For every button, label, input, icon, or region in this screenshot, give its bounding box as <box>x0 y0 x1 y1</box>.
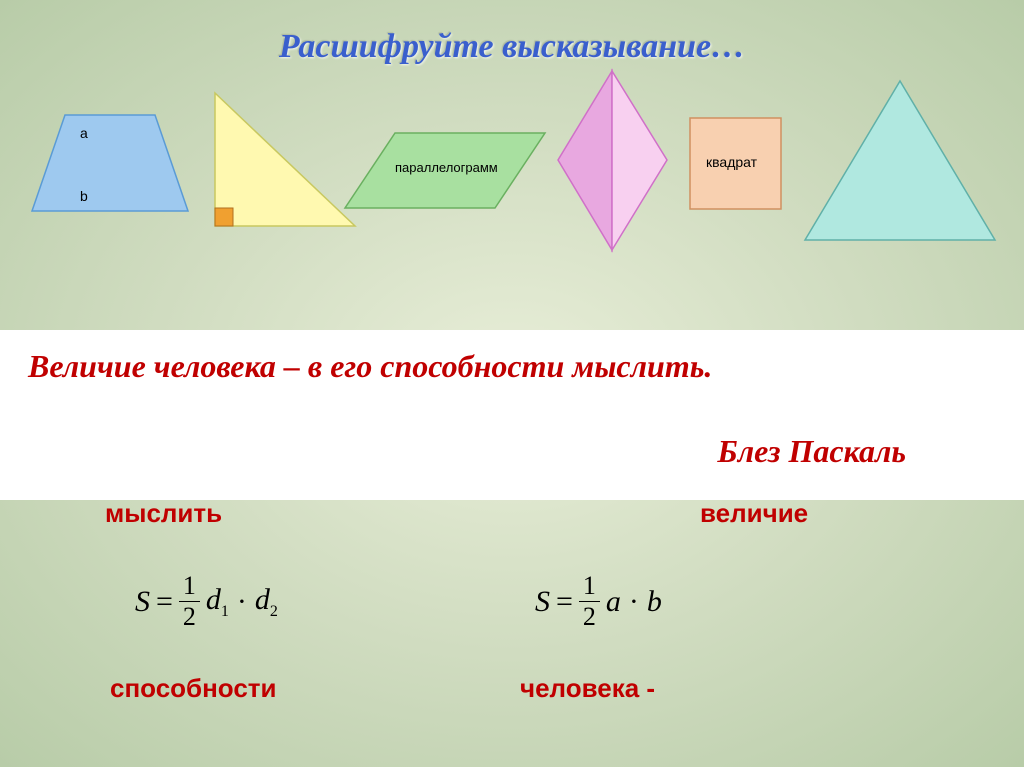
word-sposobnosti: способности <box>110 673 277 704</box>
word-myslit: мыслить <box>105 498 222 529</box>
word-cheloveka: человека - <box>520 673 655 704</box>
fraction-icon: 1 2 <box>179 573 200 630</box>
frac-den: 2 <box>179 602 200 630</box>
term-d1: d1 <box>206 583 229 621</box>
rhombus <box>555 68 670 258</box>
word-velichie: величие <box>700 498 808 529</box>
formula-lhs: S <box>135 585 150 619</box>
parallelogram: параллелограмм <box>340 128 550 218</box>
frac-num: 1 <box>179 573 200 602</box>
page-title: Расшифруйте высказывание… <box>0 0 1024 66</box>
shapes-row: a b параллелограмм квадрат <box>0 78 1024 258</box>
right-triangle <box>185 88 360 238</box>
fraction-icon: 1 2 <box>579 573 600 630</box>
quote-block: Величие человека – в его способности мыс… <box>0 330 1024 500</box>
formula-eq: = <box>556 585 573 619</box>
term-a: a <box>606 585 621 619</box>
square-label: квадрат <box>706 154 757 170</box>
term-b: b <box>647 585 662 619</box>
term-d2: d2 <box>255 583 278 621</box>
triangle <box>800 78 1000 248</box>
frac-den: 2 <box>579 602 600 630</box>
dot-icon: · <box>627 585 641 619</box>
dot-icon: · <box>235 585 249 619</box>
quote-main: Величие человека – в его способности мыс… <box>28 348 996 385</box>
frac-num: 1 <box>579 573 600 602</box>
trapezoid-label-b: b <box>80 188 88 204</box>
formula-eq: = <box>156 585 173 619</box>
square: квадрат <box>688 116 783 216</box>
formula-lhs: S <box>535 585 550 619</box>
quote-author: Блез Паскаль <box>28 433 996 470</box>
trapezoid: a b <box>30 113 190 218</box>
parallelogram-label: параллелограмм <box>395 160 498 175</box>
trapezoid-label-a: a <box>80 125 88 141</box>
formula-triangle-area: S = 1 2 a · b <box>535 573 662 630</box>
formula-rhombus-area: S = 1 2 d1 · d2 <box>135 573 278 630</box>
